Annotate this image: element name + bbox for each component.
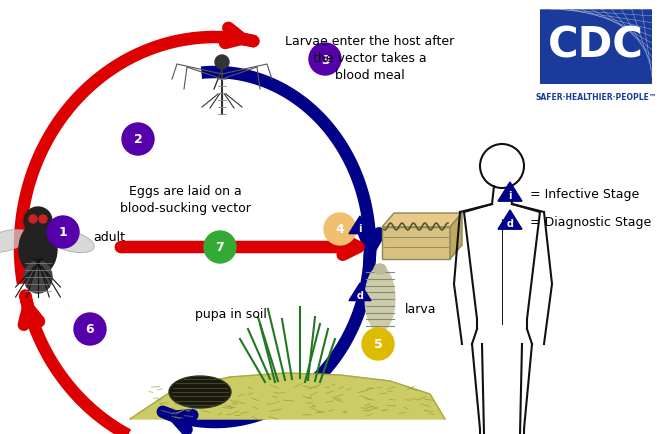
Text: 3: 3 bbox=[321, 53, 329, 66]
Text: 1: 1 bbox=[59, 226, 67, 239]
Text: 5: 5 bbox=[373, 338, 382, 351]
Text: adult: adult bbox=[93, 231, 125, 244]
Text: d: d bbox=[356, 290, 364, 300]
Text: i: i bbox=[508, 191, 512, 201]
Text: larva: larva bbox=[405, 303, 436, 316]
Circle shape bbox=[47, 217, 79, 248]
Text: pupa in soil: pupa in soil bbox=[195, 308, 267, 321]
Text: i: i bbox=[358, 224, 362, 233]
Circle shape bbox=[215, 56, 229, 70]
Text: 7: 7 bbox=[215, 241, 224, 254]
Polygon shape bbox=[382, 227, 450, 260]
Polygon shape bbox=[498, 183, 522, 202]
Circle shape bbox=[324, 214, 356, 246]
Ellipse shape bbox=[46, 230, 95, 253]
Polygon shape bbox=[349, 217, 371, 234]
Text: SAFER·HEALTHIER·PEOPLE™: SAFER·HEALTHIER·PEOPLE™ bbox=[535, 93, 657, 102]
Ellipse shape bbox=[0, 230, 30, 253]
Circle shape bbox=[309, 44, 341, 76]
Circle shape bbox=[362, 328, 394, 360]
Ellipse shape bbox=[365, 267, 395, 332]
Text: CDC: CDC bbox=[548, 24, 644, 66]
Text: 6: 6 bbox=[86, 323, 95, 336]
Polygon shape bbox=[450, 214, 462, 260]
Circle shape bbox=[122, 124, 154, 156]
Polygon shape bbox=[498, 210, 522, 230]
Circle shape bbox=[204, 231, 236, 263]
Ellipse shape bbox=[374, 264, 386, 274]
Circle shape bbox=[39, 216, 47, 224]
Text: = Infective Stage: = Infective Stage bbox=[526, 188, 639, 201]
Circle shape bbox=[24, 207, 52, 236]
Polygon shape bbox=[130, 373, 445, 419]
Text: Larvae enter the host after
the vector takes a
blood meal: Larvae enter the host after the vector t… bbox=[286, 35, 455, 82]
Text: Eggs are laid on a
blood-sucking vector: Eggs are laid on a blood-sucking vector bbox=[120, 184, 251, 214]
Circle shape bbox=[29, 216, 37, 224]
Polygon shape bbox=[382, 214, 462, 227]
Text: = Diagnostic Stage: = Diagnostic Stage bbox=[526, 216, 651, 229]
Text: 2: 2 bbox=[134, 133, 142, 146]
Text: 4: 4 bbox=[336, 223, 344, 236]
Ellipse shape bbox=[169, 376, 231, 408]
Text: d: d bbox=[506, 219, 514, 229]
Ellipse shape bbox=[19, 224, 57, 275]
FancyBboxPatch shape bbox=[540, 10, 652, 85]
Ellipse shape bbox=[24, 261, 52, 293]
Circle shape bbox=[74, 313, 106, 345]
Polygon shape bbox=[349, 283, 371, 301]
